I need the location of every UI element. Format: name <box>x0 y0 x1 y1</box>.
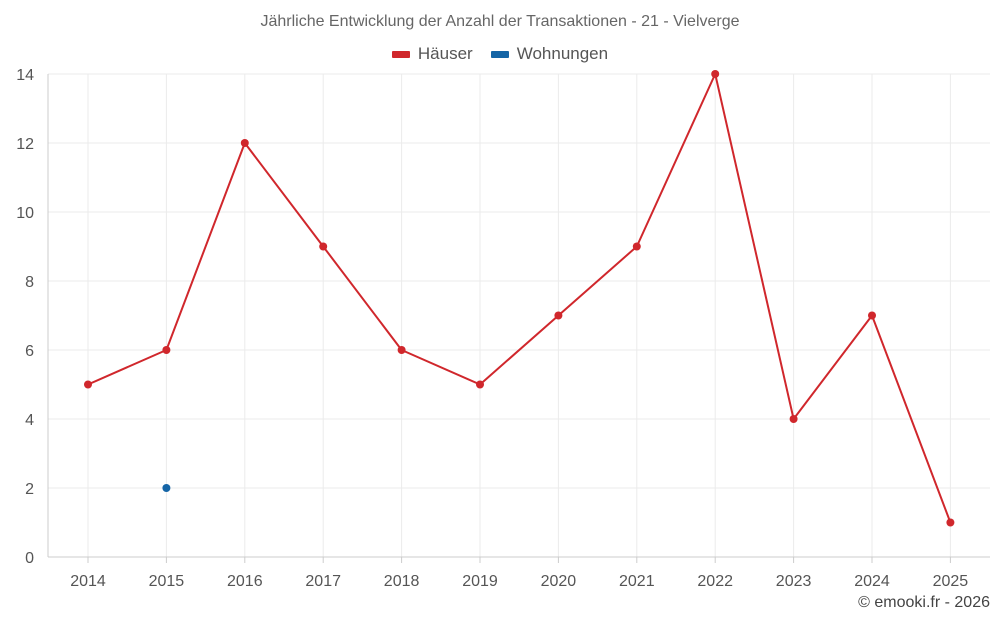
y-tick-label: 2 <box>25 481 34 498</box>
chart-title: Jährliche Entwicklung der Anzahl der Tra… <box>260 13 740 30</box>
chart-legend: Häuser Wohnungen <box>0 44 1000 64</box>
y-tick-label: 4 <box>25 412 34 429</box>
y-tick-label: 12 <box>16 136 34 153</box>
x-tick-label: 2020 <box>541 573 577 590</box>
x-tick-label: 2021 <box>619 573 655 590</box>
data-point-haeuser <box>240 139 249 147</box>
data-point-haeuser <box>554 311 563 320</box>
data-point-haeuser <box>711 70 720 78</box>
legend-item-wohnungen[interactable]: Wohnungen <box>490 44 609 64</box>
legend-label-wohnungen: Wohnungen <box>516 44 609 63</box>
legend-swatch-haeuser <box>391 50 410 58</box>
data-point-haeuser <box>84 380 92 389</box>
data-point-wohnungen <box>162 484 171 492</box>
x-tick-label: 2016 <box>227 573 263 590</box>
data-point-haeuser <box>319 242 328 251</box>
data-point-haeuser <box>162 346 171 354</box>
x-tick-label: 2019 <box>462 573 498 590</box>
legend-label-haeuser: Häuser <box>417 44 473 63</box>
data-point-haeuser <box>397 346 406 354</box>
credit-text: © emooki.fr - 2026 <box>858 594 990 611</box>
x-tick-label: 2014 <box>70 573 106 590</box>
x-tick-label: 2018 <box>384 573 420 590</box>
data-point-haeuser <box>946 518 955 527</box>
y-tick-label: 6 <box>25 343 34 360</box>
series-line-haeuser <box>87 73 952 523</box>
data-point-haeuser <box>868 311 876 320</box>
x-tick-label: 2025 <box>933 573 969 590</box>
legend-item-haeuser[interactable]: Häuser <box>391 44 473 64</box>
y-tick-label: 8 <box>25 274 34 291</box>
x-tick-label: 2015 <box>149 573 185 590</box>
data-point-haeuser <box>789 415 798 423</box>
data-point-haeuser <box>632 242 641 251</box>
x-tick-label: 2024 <box>854 573 890 590</box>
x-tick-label: 2023 <box>776 573 812 590</box>
legend-swatch-wohnungen <box>490 50 509 58</box>
x-tick-label: 2022 <box>697 573 733 590</box>
y-tick-label: 10 <box>16 205 34 222</box>
y-tick-label: 14 <box>16 67 34 84</box>
data-point-haeuser <box>476 380 484 389</box>
y-tick-label: 0 <box>25 550 34 567</box>
x-tick-label: 2017 <box>305 573 341 590</box>
